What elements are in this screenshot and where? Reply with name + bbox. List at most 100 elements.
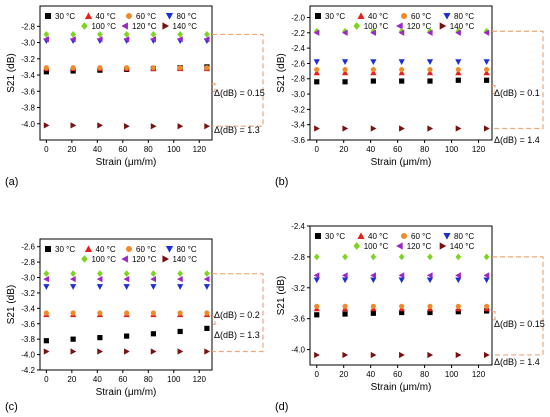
data-point: [70, 36, 76, 43]
legend-marker: [401, 233, 407, 239]
data-point: [43, 122, 50, 129]
delta-bracket-outer: [492, 256, 544, 356]
y-tick-label: -3.2: [291, 284, 305, 293]
delta-annotation: Δ(dB) = 0.15: [494, 319, 545, 329]
legend-label: 80 °C: [454, 232, 474, 241]
data-point: [43, 338, 49, 344]
data-point: [455, 272, 461, 279]
data-point: [43, 65, 49, 71]
legend-label: 140 °C: [172, 22, 197, 31]
data-point: [455, 309, 461, 315]
y-tick-label: -3.4: [21, 71, 35, 80]
data-point: [313, 272, 320, 279]
data-point: [455, 125, 462, 132]
legend-item: 120 °C: [121, 22, 157, 31]
y-tick-label: -3.6: [21, 87, 35, 96]
legend-marker: [121, 255, 128, 263]
data-point: [483, 272, 490, 279]
data-point: [96, 275, 103, 283]
data-point: [150, 270, 157, 278]
chart-panel-1: 0 20 40 60 80 100 120 -2.8 -3.0 -3.2 -3.4 -3.6 -3.8 -…: [5, 5, 265, 188]
data-point: [455, 351, 462, 359]
delta-bracket-outer: [212, 273, 264, 353]
data-point: [426, 277, 434, 284]
legend-label: 40 °C: [368, 12, 388, 21]
data-point: [370, 78, 376, 84]
data-point: [370, 277, 377, 284]
legend-item: 60 °C: [126, 245, 156, 254]
data-point: [399, 303, 405, 309]
legend-label: 40 °C: [96, 12, 116, 21]
legend-label: 120 °C: [132, 22, 157, 31]
legend-label: 30 °C: [55, 245, 75, 254]
data-point: [483, 29, 490, 36]
data-point: [177, 275, 183, 283]
legend-item: 60 °C: [401, 12, 431, 21]
legend-item: 120 °C: [121, 255, 157, 264]
data-point: [70, 348, 77, 355]
data-point: [43, 69, 49, 75]
series-1: [314, 77, 490, 85]
series-5: [43, 31, 210, 38]
y-axis-label: S21 (dB): [276, 53, 287, 92]
legend-marker: [443, 13, 451, 20]
data-point: [313, 253, 320, 261]
legend-label: 30 °C: [325, 232, 345, 241]
legend-label: 100 °C: [91, 255, 116, 264]
legend-item: 80 °C: [443, 12, 474, 21]
y-tick-label: -4.0: [21, 351, 35, 360]
y-tick-label: -2.2: [291, 29, 305, 38]
x-tick-label: 40: [93, 375, 102, 384]
data-point: [314, 303, 320, 309]
data-point: [342, 253, 348, 261]
data-point: [97, 31, 103, 38]
data-point: [97, 310, 103, 316]
data-point: [370, 310, 376, 316]
panel-label: (a): [5, 176, 18, 188]
delta-bracket-inner: [492, 85, 496, 95]
legend-label: 140 °C: [172, 255, 197, 264]
legend-item: 40 °C: [357, 12, 388, 21]
data-point: [123, 36, 130, 43]
delta-annotation: Δ(dB) = 0.15: [214, 88, 265, 98]
delta-bracket-outer: [492, 30, 544, 130]
data-point: [204, 123, 211, 130]
data-point: [483, 59, 490, 66]
legend-item: 100 °C: [81, 255, 116, 264]
x-tick-label: 60: [393, 145, 402, 154]
x-tick-label: 100: [167, 145, 181, 154]
data-point: [341, 59, 349, 66]
legend-marker: [121, 22, 128, 30]
series-4: [313, 59, 490, 66]
data-point: [43, 36, 49, 43]
series-3: [314, 66, 490, 73]
delta-bracket-outer: [212, 33, 264, 127]
y-tick-label: -3.0: [21, 39, 35, 48]
data-point: [97, 348, 104, 355]
legend-marker: [357, 232, 365, 239]
series-7: [43, 348, 211, 355]
legend-item: 60 °C: [126, 12, 156, 21]
data-point: [484, 351, 490, 359]
x-axis-label: Strain (μm/m): [96, 157, 157, 168]
data-point: [203, 284, 211, 290]
data-point: [484, 77, 490, 83]
y-tick-label: -4.2: [21, 366, 35, 375]
chart-panel-2: 0 20 40 60 80 100 120 -2.0 -2.2 -2.4 -2.6 -2.8 -3.0 -…: [275, 5, 544, 188]
legend-item: 100 °C: [81, 22, 116, 31]
data-point: [342, 79, 348, 85]
data-point: [314, 351, 320, 359]
data-point: [150, 348, 157, 355]
legend-item: 120 °C: [396, 22, 431, 31]
series-7: [314, 125, 490, 132]
data-point: [484, 303, 490, 309]
data-point: [398, 59, 405, 66]
data-point: [399, 351, 405, 359]
data-point: [314, 79, 320, 85]
data-point: [96, 284, 104, 290]
data-point: [313, 69, 320, 76]
data-point: [314, 312, 320, 318]
data-point: [426, 69, 434, 76]
data-point: [70, 270, 76, 278]
x-tick-label: 80: [420, 370, 429, 379]
